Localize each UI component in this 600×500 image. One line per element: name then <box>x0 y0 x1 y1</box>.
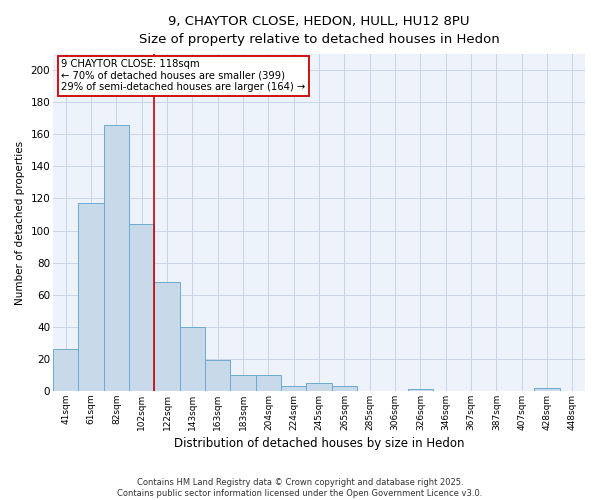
Bar <box>104 124 129 391</box>
Text: Contains HM Land Registry data © Crown copyright and database right 2025.
Contai: Contains HM Land Registry data © Crown c… <box>118 478 482 498</box>
Bar <box>281 386 307 391</box>
Bar <box>307 383 332 391</box>
Y-axis label: Number of detached properties: Number of detached properties <box>15 140 25 304</box>
Bar <box>230 375 256 391</box>
Title: 9, CHAYTOR CLOSE, HEDON, HULL, HU12 8PU
Size of property relative to detached ho: 9, CHAYTOR CLOSE, HEDON, HULL, HU12 8PU … <box>139 15 499 46</box>
Bar <box>53 349 79 391</box>
Bar <box>407 390 433 391</box>
Text: 9 CHAYTOR CLOSE: 118sqm
← 70% of detached houses are smaller (399)
29% of semi-d: 9 CHAYTOR CLOSE: 118sqm ← 70% of detache… <box>61 59 305 92</box>
Bar <box>180 327 205 391</box>
Bar <box>256 375 281 391</box>
Bar <box>205 360 230 391</box>
Bar <box>332 386 357 391</box>
Bar <box>79 204 104 391</box>
Bar <box>129 224 154 391</box>
Bar <box>535 388 560 391</box>
Bar <box>154 282 180 391</box>
X-axis label: Distribution of detached houses by size in Hedon: Distribution of detached houses by size … <box>174 437 464 450</box>
